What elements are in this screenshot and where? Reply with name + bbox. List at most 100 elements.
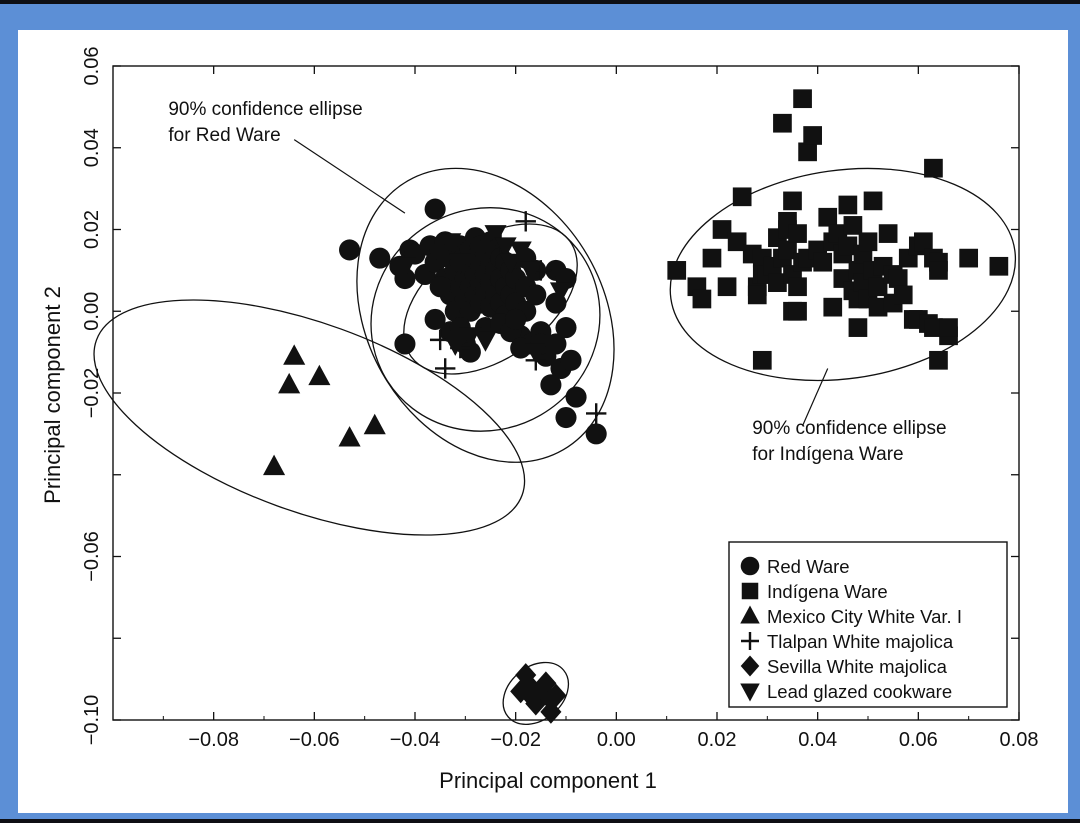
- square-point: [914, 232, 933, 252]
- triangle-down-point: [509, 241, 532, 262]
- legend-marker: [741, 632, 759, 650]
- square-point: [798, 142, 817, 162]
- circle-point: [555, 317, 577, 339]
- scatter-chart: 90% confidence ellipse for Red Ware 90% co…: [40, 47, 1038, 793]
- circle-point: [429, 276, 451, 298]
- square-point: [692, 289, 712, 309]
- x-tick-label: 0.06: [899, 729, 938, 751]
- square-point: [747, 285, 767, 305]
- triangle-down-point: [429, 245, 452, 266]
- circle-point: [424, 198, 446, 220]
- circle-point: [369, 247, 391, 269]
- square-point: [868, 297, 888, 317]
- diamond-point: [545, 683, 567, 708]
- square-point: [878, 224, 898, 243]
- legend: Red Ware Indígena Ware Mexico City White V…: [728, 541, 1008, 708]
- triangle-point: [263, 454, 286, 476]
- square-point: [717, 277, 737, 297]
- square-point: [727, 232, 747, 252]
- circle-point: [424, 308, 446, 330]
- circle-point: [505, 308, 527, 330]
- circle-point: [585, 423, 607, 445]
- legend-marker: [740, 556, 760, 576]
- ellipse: [669, 167, 1017, 382]
- figure-paper: 90% confidence ellipse for Red Ware 90% co…: [18, 30, 1068, 813]
- series-triangle: [263, 344, 386, 476]
- triangle-down-point: [499, 253, 522, 275]
- circle-point: [394, 333, 416, 355]
- triangle-point: [278, 372, 301, 394]
- square-point: [788, 277, 807, 297]
- ellipse: [370, 207, 601, 432]
- legend-label: Tlalpan White majolica: [767, 631, 954, 652]
- triangle-down-point: [439, 233, 462, 254]
- y-tick-label: −0.10: [81, 695, 103, 746]
- square-point: [667, 261, 687, 280]
- square-point: [778, 240, 797, 260]
- square-point: [813, 252, 833, 272]
- triangle-down-point: [474, 331, 497, 352]
- circle-point: [565, 386, 587, 408]
- triangle-down-point: [459, 327, 482, 348]
- legend-box: [728, 541, 1008, 708]
- legend-label: Indígena Ware: [767, 581, 888, 602]
- triangle-down-point: [484, 225, 507, 246]
- outer-frame: 90% confidence ellipse for Red Ware 90% co…: [0, 4, 1080, 819]
- axes: −0.08 −0.06 −0.04 −0.02 0.00 0.02 0.04 0.06 0.08…: [81, 47, 1038, 751]
- square-point: [823, 297, 843, 317]
- ellipse: [93, 299, 526, 536]
- square-point: [929, 350, 948, 370]
- triangle-point: [283, 344, 306, 365]
- square-point: [793, 89, 812, 109]
- annotations: 90% confidence ellipse for Red Ware 90% co…: [168, 99, 946, 465]
- square-point: [888, 269, 908, 288]
- triangle-down-point: [449, 253, 472, 275]
- legend-label: Sevilla White majolica: [767, 656, 948, 677]
- square-point: [893, 285, 913, 305]
- y-tick-label: −0.06: [81, 531, 103, 582]
- series-square: [667, 89, 1009, 370]
- annotation-pointer: [293, 139, 406, 214]
- legend-marker: [740, 683, 760, 702]
- square-point: [939, 318, 958, 337]
- triangle-down-point: [444, 335, 467, 356]
- square-point: [868, 277, 888, 297]
- triangle-down-point: [469, 241, 492, 262]
- y-axis-label: Principal component 2: [40, 286, 65, 504]
- plus-point: [515, 211, 536, 232]
- y-tick-label: 0.02: [81, 210, 103, 249]
- annotation-text: for Indígena Ware: [752, 444, 903, 465]
- square-point: [838, 195, 858, 215]
- circle-point: [555, 406, 577, 429]
- circle-point: [510, 337, 532, 359]
- y-tick-label: −0.02: [81, 368, 103, 419]
- diamond-point: [520, 683, 542, 708]
- legend-marker: [740, 605, 760, 624]
- circle-point: [540, 374, 562, 396]
- annotation-text: 90% confidence ellipse: [168, 99, 362, 120]
- series-circle: [339, 198, 607, 445]
- triangle-down-point: [519, 261, 542, 283]
- square-point: [732, 187, 752, 207]
- x-tick-label: 0.02: [698, 729, 737, 751]
- y-tick-label: 0.04: [81, 128, 103, 167]
- circle-point: [394, 268, 416, 290]
- square-point: [848, 318, 868, 337]
- square-point: [788, 301, 807, 321]
- annotation-text: for Red Ware: [168, 125, 280, 146]
- x-tick-label: −0.08: [188, 729, 239, 751]
- square-point: [818, 207, 838, 227]
- square-point: [959, 248, 979, 268]
- square-point: [929, 261, 948, 280]
- triangle-point: [338, 426, 361, 447]
- square-point: [803, 126, 822, 145]
- x-tick-label: 0.04: [798, 729, 837, 751]
- series-diamond: [510, 663, 567, 724]
- annotation-text: 90% confidence ellipse: [752, 418, 946, 439]
- plus-point: [586, 403, 607, 424]
- square-point: [924, 158, 943, 178]
- square-point: [838, 236, 858, 256]
- x-tick-label: −0.02: [490, 729, 541, 751]
- legend-marker: [741, 582, 759, 600]
- triangle-down-point: [524, 343, 547, 365]
